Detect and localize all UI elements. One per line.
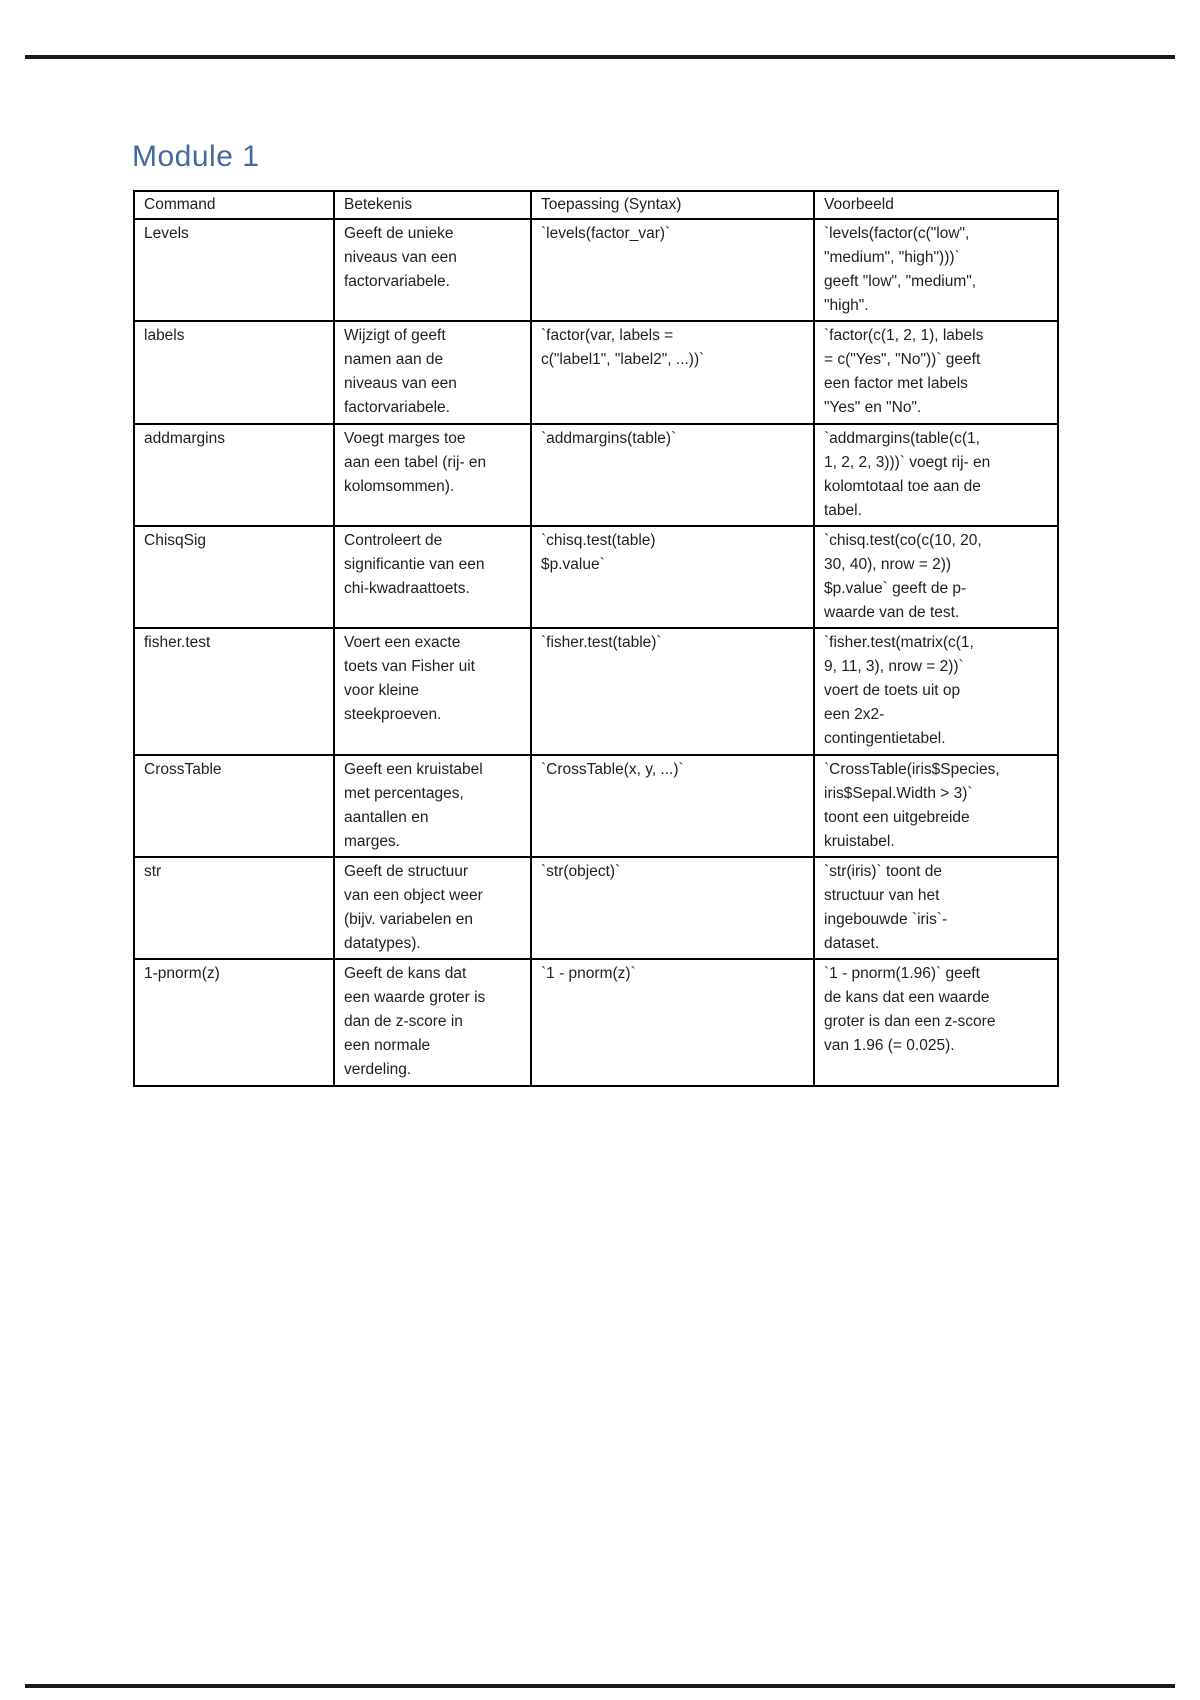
cell-betekenis: Wijzigt of geeft namen aan de niveaus va… bbox=[333, 320, 532, 425]
cell-betekenis: Geeft de unieke niveaus van een factorva… bbox=[333, 218, 532, 322]
cell-betekenis: Geeft een kruistabel met percentages, aa… bbox=[333, 754, 532, 858]
cell-toepassing: `CrossTable(x, y, ...)` bbox=[530, 754, 815, 858]
table-row: ChisqSig Controleert de significantie va… bbox=[133, 525, 1059, 629]
table-row: fisher.test Voert een exacte toets van F… bbox=[133, 627, 1059, 756]
command-reference-table: Command Betekenis Toepassing (Syntax) Vo… bbox=[133, 190, 1059, 1087]
table-row: Levels Geeft de unieke niveaus van een f… bbox=[133, 218, 1059, 322]
cell-command: addmargins bbox=[133, 423, 335, 527]
table-row: labels Wijzigt of geeft namen aan de niv… bbox=[133, 320, 1059, 425]
column-header-voorbeeld: Voorbeeld bbox=[813, 190, 1059, 220]
cell-toepassing: `1 - pnorm(z)` bbox=[530, 958, 815, 1087]
column-header-toepassing: Toepassing (Syntax) bbox=[530, 190, 815, 220]
cell-voorbeeld: `str(iris)` toont de structuur van het i… bbox=[813, 856, 1059, 960]
column-header-betekenis: Betekenis bbox=[333, 190, 532, 220]
table-row: CrossTable Geeft een kruistabel met perc… bbox=[133, 754, 1059, 858]
cell-voorbeeld: `fisher.test(matrix(c(1, 9, 11, 3), nrow… bbox=[813, 627, 1059, 756]
table-header-row: Command Betekenis Toepassing (Syntax) Vo… bbox=[133, 190, 1059, 220]
cell-command: labels bbox=[133, 320, 335, 425]
cell-command: str bbox=[133, 856, 335, 960]
cell-toepassing: `fisher.test(table)` bbox=[530, 627, 815, 756]
cell-voorbeeld: `1 - pnorm(1.96)` geeft de kans dat een … bbox=[813, 958, 1059, 1087]
cell-voorbeeld: `CrossTable(iris$Species, iris$Sepal.Wid… bbox=[813, 754, 1059, 858]
cell-voorbeeld: `addmargins(table(c(1, 1, 2, 2, 3)))` vo… bbox=[813, 423, 1059, 527]
cell-toepassing: `addmargins(table)` bbox=[530, 423, 815, 527]
cell-voorbeeld: `levels(factor(c("low", "medium", "high"… bbox=[813, 218, 1059, 322]
table-row: str Geeft de structuur van een object we… bbox=[133, 856, 1059, 960]
table-row: 1-pnorm(z) Geeft de kans dat een waarde … bbox=[133, 958, 1059, 1087]
cell-command: Levels bbox=[133, 218, 335, 322]
cell-command: CrossTable bbox=[133, 754, 335, 858]
cell-toepassing: `factor(var, labels = c("label1", "label… bbox=[530, 320, 815, 425]
cell-voorbeeld: `factor(c(1, 2, 1), labels = c("Yes", "N… bbox=[813, 320, 1059, 425]
cell-betekenis: Geeft de kans dat een waarde groter is d… bbox=[333, 958, 532, 1087]
table-row: addmargins Voegt marges toe aan een tabe… bbox=[133, 423, 1059, 527]
column-header-command: Command bbox=[133, 190, 335, 220]
top-horizontal-rule bbox=[25, 55, 1175, 59]
bottom-horizontal-rule bbox=[25, 1684, 1175, 1688]
cell-toepassing: `levels(factor_var)` bbox=[530, 218, 815, 322]
cell-command: ChisqSig bbox=[133, 525, 335, 629]
cell-betekenis: Controleert de significantie van een chi… bbox=[333, 525, 532, 629]
cell-toepassing: `chisq.test(table) $p.value` bbox=[530, 525, 815, 629]
cell-betekenis: Voert een exacte toets van Fisher uit vo… bbox=[333, 627, 532, 756]
cell-command: fisher.test bbox=[133, 627, 335, 756]
cell-betekenis: Voegt marges toe aan een tabel (rij- en … bbox=[333, 423, 532, 527]
cell-betekenis: Geeft de structuur van een object weer (… bbox=[333, 856, 532, 960]
cell-voorbeeld: `chisq.test(co(c(10, 20, 30, 40), nrow =… bbox=[813, 525, 1059, 629]
page-title: Module 1 bbox=[132, 140, 260, 173]
cell-command: 1-pnorm(z) bbox=[133, 958, 335, 1087]
cell-toepassing: `str(object)` bbox=[530, 856, 815, 960]
